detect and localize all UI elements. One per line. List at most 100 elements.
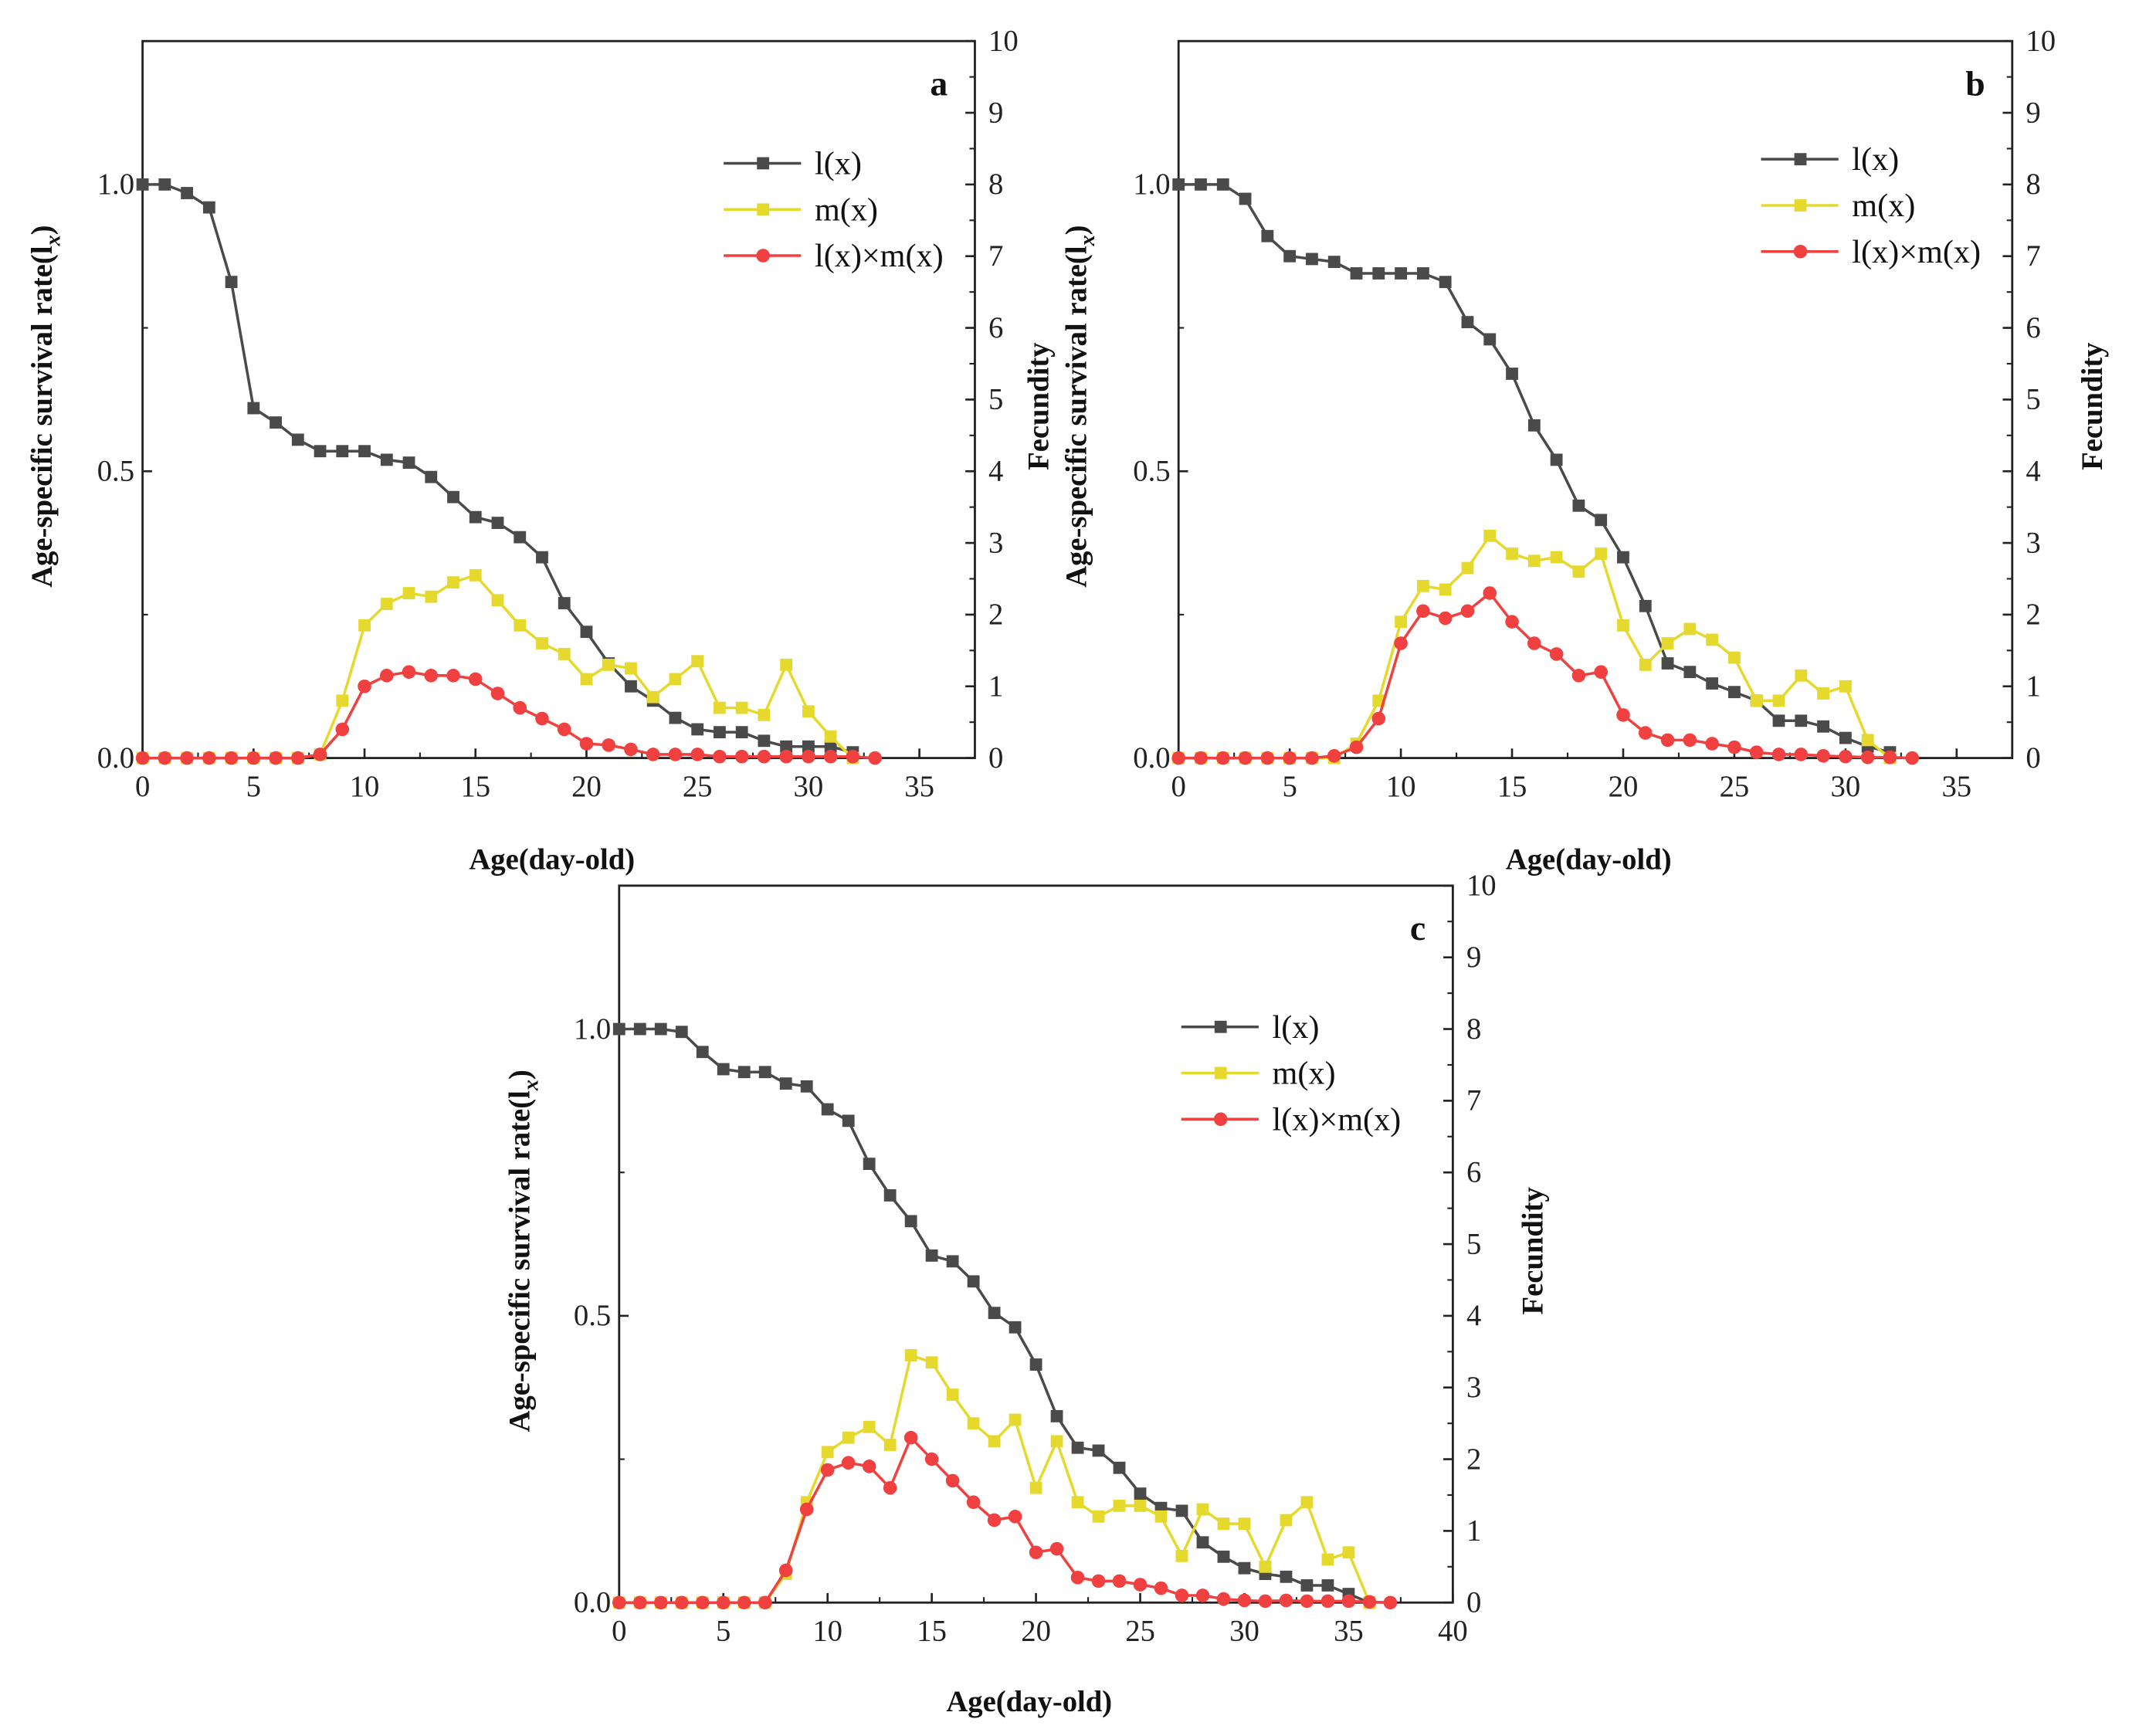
data-point-lx <box>1617 551 1629 564</box>
y-right-axis-label: Fecundity <box>1517 1187 1549 1314</box>
data-point-lx <box>863 1158 876 1170</box>
data-point-lxmx <box>1008 1510 1022 1524</box>
data-point-lx <box>883 1189 897 1202</box>
data-point-lx <box>1134 1487 1147 1500</box>
data-point-lxmx <box>1320 1594 1335 1609</box>
series-line-lx <box>1178 183 1890 754</box>
data-point-lxmx <box>1362 1595 1377 1609</box>
data-point-lx <box>1728 686 1741 699</box>
data-point-lx <box>802 740 815 753</box>
legend-marker-lxmx <box>756 249 770 263</box>
data-point-lx <box>1280 1570 1293 1583</box>
y-left-tick-label: 0.5 <box>1133 456 1170 488</box>
x-tick-label: 35 <box>904 771 934 803</box>
data-point-lxmx <box>557 722 571 737</box>
data-point-lx <box>1706 677 1719 690</box>
y-left-tick-label: 0.5 <box>97 456 134 488</box>
data-point-mx <box>1300 1496 1314 1509</box>
y-right-tick-label: 4 <box>2026 456 2040 488</box>
data-point-mx <box>1617 619 1629 632</box>
legend-label-mx: m(x) <box>1852 188 1915 224</box>
y-right-tick-label: 6 <box>988 312 1003 344</box>
data-point-lxmx <box>1394 636 1408 650</box>
data-point-lx <box>1175 1504 1188 1517</box>
data-point-lxmx <box>1883 750 1897 765</box>
data-point-lxmx <box>1483 586 1497 600</box>
data-point-lxmx <box>1091 1574 1106 1589</box>
data-point-lxmx <box>1279 1593 1293 1608</box>
data-point-lxmx <box>924 1452 939 1466</box>
data-point-lx <box>691 723 704 736</box>
data-point-lxmx <box>737 1595 751 1610</box>
y-right-tick-label: 10 <box>1466 870 1497 902</box>
data-point-lxmx <box>1816 749 1830 763</box>
data-point-mx <box>558 648 571 660</box>
data-point-lx <box>425 470 438 483</box>
data-point-lxmx <box>1049 1541 1064 1556</box>
x-tick-label: 25 <box>683 771 713 803</box>
data-point-lx <box>1216 178 1229 191</box>
data-point-lx <box>1071 1441 1084 1454</box>
data-point-lx <box>536 551 548 564</box>
y-right-tick-label: 4 <box>988 456 1003 488</box>
data-point-lxmx <box>1029 1545 1043 1560</box>
data-point-lx <box>758 1066 771 1079</box>
data-point-mx <box>536 637 548 649</box>
data-point-lxmx <box>1341 1594 1356 1609</box>
data-point-lxmx <box>1571 669 1586 683</box>
y-right-tick-label: 2 <box>2026 598 2040 631</box>
legend-label-lx: l(x) <box>1852 141 1899 178</box>
x-tick-label: 0 <box>135 771 150 803</box>
data-point-lx <box>1300 1579 1314 1592</box>
y-right-tick-label: 3 <box>1466 1372 1481 1404</box>
data-point-lx <box>1395 267 1407 280</box>
data-point-lx <box>758 734 771 748</box>
data-point-lxmx <box>841 1456 856 1470</box>
data-point-mx <box>1795 669 1808 682</box>
data-point-lx <box>988 1307 1001 1320</box>
y-right-tick-label: 3 <box>2026 527 2040 559</box>
data-point-lx <box>654 1022 667 1036</box>
data-point-lxmx <box>1505 615 1519 629</box>
data-point-lxmx <box>632 1595 647 1610</box>
series-line-lxmx <box>619 1435 1391 1604</box>
data-point-lxmx <box>158 751 172 765</box>
data-point-lx <box>925 1249 938 1262</box>
data-point-lx <box>1350 267 1363 280</box>
x-tick-label: 20 <box>1021 1615 1051 1647</box>
data-point-lxmx <box>883 1480 897 1495</box>
data-point-lx <box>402 456 415 469</box>
data-point-lxmx <box>1133 1578 1148 1592</box>
y-right-axis-label: Fecundity <box>1022 342 1055 470</box>
data-point-mx <box>988 1435 1001 1448</box>
y-left-axis-label-close: ) <box>504 1070 537 1080</box>
y-left-axis-label-subscript: x <box>41 235 65 246</box>
data-point-lx <box>669 711 682 724</box>
panel-b: 0 5 10 15 20 25 30 35 0.0 0.5 1.0 0 1 2 3 4 5 6 7 8 9 10 Age(d… <box>1061 25 2109 876</box>
data-point-lx <box>1772 714 1785 727</box>
data-point-lx <box>1196 1536 1209 1549</box>
data-point-mx <box>1461 561 1474 575</box>
data-point-mx <box>469 568 482 581</box>
data-point-lx <box>447 490 459 504</box>
y-left-axis-label: Age-specific survival rate(lx) <box>26 225 66 587</box>
data-point-lx <box>358 445 371 458</box>
x-tick-label: 15 <box>1497 771 1527 803</box>
data-point-mx <box>1050 1435 1063 1448</box>
y-left-axis-label: Age-specific survival rate(lx) <box>504 1070 544 1432</box>
data-point-lxmx <box>1171 751 1185 765</box>
data-point-lxmx <box>424 669 439 683</box>
data-point-lxmx <box>180 751 194 765</box>
data-point-lxmx <box>291 751 305 765</box>
data-point-lx <box>1321 1579 1334 1592</box>
data-point-lx <box>1029 1358 1042 1371</box>
y-left-tick-label: 1.0 <box>574 1013 611 1046</box>
data-point-lxmx <box>1300 1594 1314 1609</box>
y-right-tick-label: 1 <box>1466 1515 1481 1548</box>
y-left-tick-label: 0.5 <box>574 1300 611 1332</box>
data-point-lxmx <box>823 749 838 764</box>
data-point-lxmx <box>624 742 638 757</box>
data-point-mx <box>1728 651 1741 664</box>
data-point-lx <box>780 740 793 753</box>
x-tick-label: 15 <box>460 771 490 803</box>
